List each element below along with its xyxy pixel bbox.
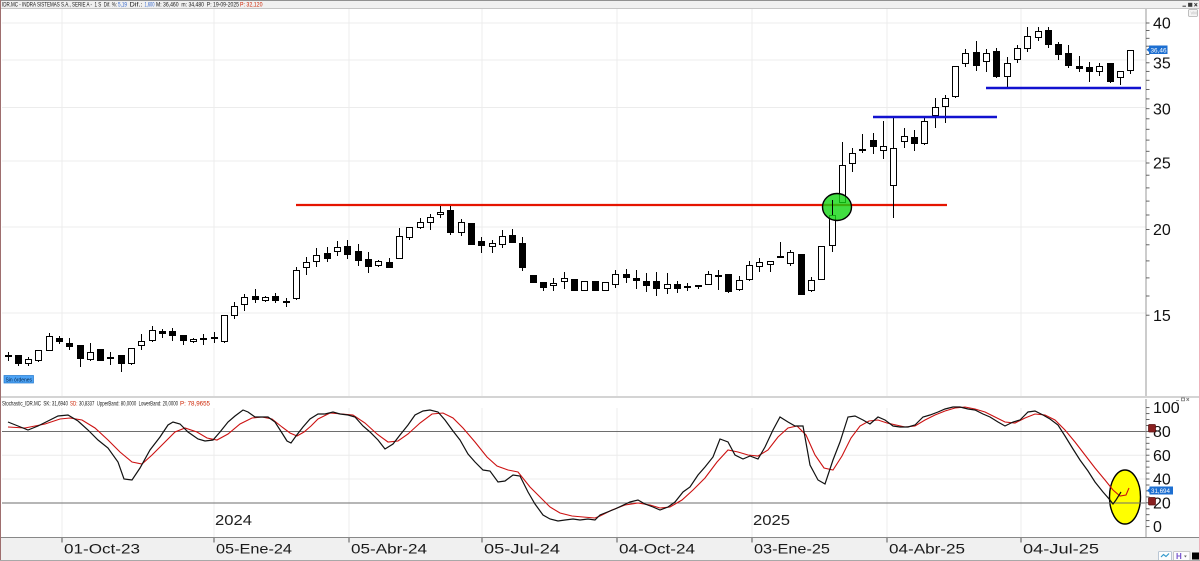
svg-text:15: 15 [1153, 308, 1171, 325]
svg-text:20: 20 [1153, 495, 1171, 512]
svg-text:05-Abr-24: 05-Abr-24 [351, 541, 427, 557]
svg-text:M: 36,460 m: 34,480 P: 19-09: M: 36,460 m: 34,480 P: 19-09-2025 [156, 1, 239, 8]
svg-text:30,8337 UpperBand: 80,0000 L: 30,8337 UpperBand: 80,0000 LowerBand: 20… [79, 400, 178, 407]
svg-text:100: 100 [1153, 400, 1180, 417]
svg-text:P: 32,120: P: 32,120 [240, 1, 263, 8]
svg-text:40: 40 [1153, 16, 1171, 33]
svg-text:03-Ene-25: 03-Ene-25 [754, 541, 830, 557]
svg-text:35: 35 [1153, 55, 1171, 72]
svg-text:04-Abr-25: 04-Abr-25 [889, 541, 965, 557]
svg-text:25: 25 [1153, 156, 1171, 173]
svg-text:0: 0 [1153, 519, 1162, 536]
svg-text:40: 40 [1153, 472, 1171, 489]
svg-text:2024: 2024 [215, 512, 252, 529]
svg-text:1,600: 1,600 [145, 1, 155, 8]
svg-text:05-Jul-24: 05-Jul-24 [484, 541, 560, 557]
svg-text:SD:: SD: [70, 400, 78, 407]
svg-text:20: 20 [1153, 222, 1171, 239]
svg-text:60: 60 [1153, 448, 1171, 465]
svg-text:31,694: 31,694 [1151, 488, 1170, 495]
svg-text:01-Oct-23: 01-Oct-23 [64, 541, 140, 557]
svg-text:Stochastic_IDR.MC SK: 31,6940: Stochastic_IDR.MC SK: 31,6940 [2, 400, 68, 407]
svg-text:30: 30 [1153, 101, 1171, 118]
svg-text:Dif.:: Dif.: [130, 1, 143, 8]
svg-text:2025: 2025 [753, 512, 790, 529]
svg-text:Sin órdenes: Sin órdenes [6, 378, 33, 384]
svg-text:04-Jul-25: 04-Jul-25 [1023, 541, 1099, 557]
svg-text:36,46: 36,46 [1151, 47, 1167, 54]
svg-text:5,19: 5,19 [118, 1, 127, 8]
svg-text:H: H [1176, 552, 1182, 561]
svg-text:VM: VM [1191, 11, 1198, 16]
svg-text:P: 78,9655: P: 78,9655 [180, 400, 210, 407]
svg-text:05-Ene-24: 05-Ene-24 [216, 541, 292, 557]
svg-text:IDR.MC - INDRA SISTEMAS S.A.,: IDR.MC - INDRA SISTEMAS S.A., SERIE A - … [2, 1, 117, 8]
svg-text:04-Oct-24: 04-Oct-24 [619, 541, 695, 557]
svg-text:80: 80 [1153, 424, 1171, 441]
